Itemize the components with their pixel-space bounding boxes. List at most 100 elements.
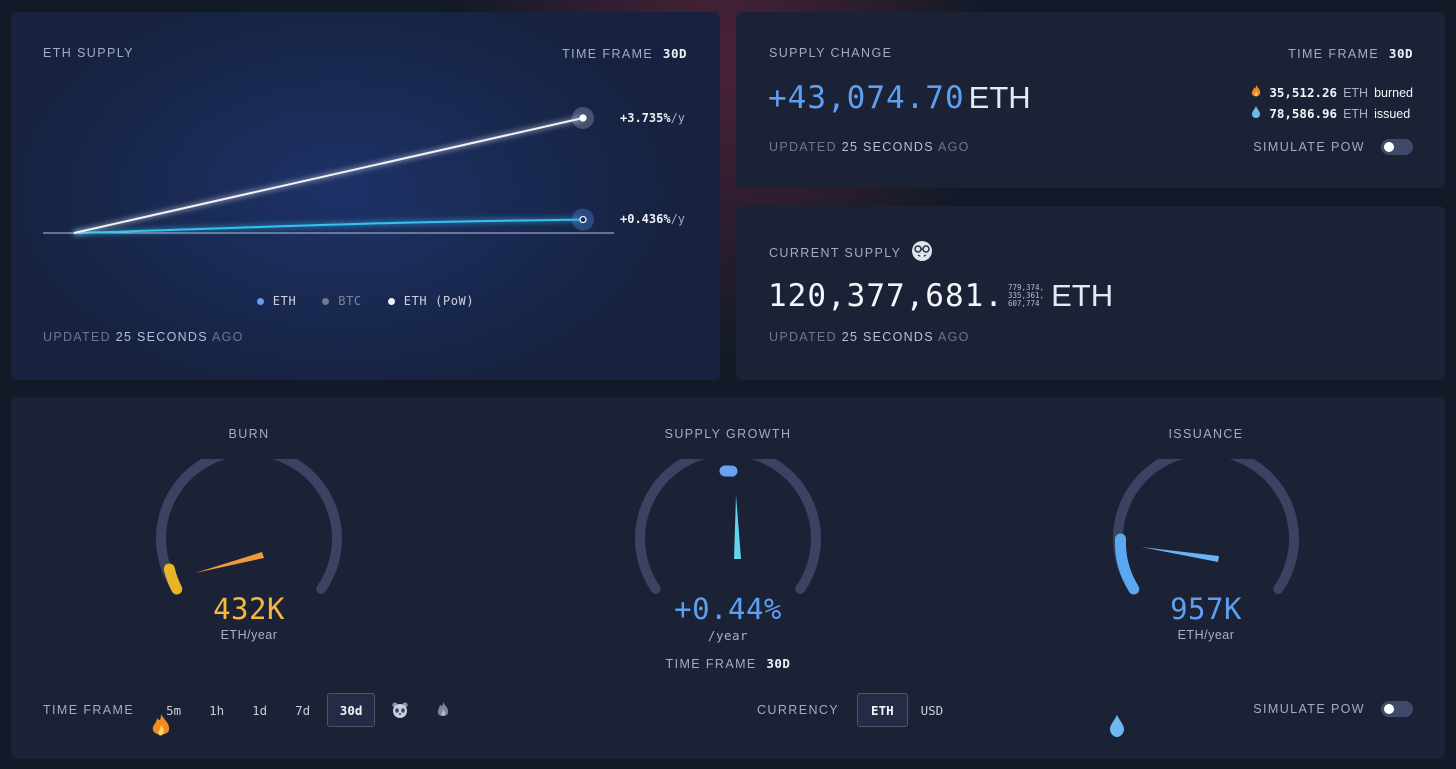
currency-usd-button[interactable]: USD — [920, 702, 944, 718]
chart-timeframe-label: TIME FRAME — [562, 47, 654, 61]
legend-dot-eth — [256, 297, 264, 305]
current-supply-value: 120,377,681. 779,374, 335,361, 607,774 E… — [768, 278, 1113, 314]
supply-change-updated-suffix: AGO — [937, 140, 970, 154]
chart-updated-value: 25 SECONDS — [115, 330, 208, 344]
simulate-pow-label: SIMULATE PoW — [1253, 140, 1365, 154]
supply-growth-gauge-value: +0.44% — [674, 592, 782, 626]
currency-selector-label: CURRENCY — [757, 703, 840, 717]
supply-growth-gauge-dial — [635, 459, 821, 594]
chart-title: ETH SUPPLY — [43, 46, 134, 60]
current-supply-unit: ETH — [1051, 278, 1114, 313]
supply-change-timeframe-value: 30d — [1388, 46, 1413, 61]
timeframe-30d-button[interactable]: 30d — [327, 693, 376, 727]
legend-label-eth: ETH — [272, 294, 297, 308]
nerd-face-icon — [911, 240, 933, 265]
supply-growth-timeframe[interactable]: TIME FRAME 30d — [578, 656, 878, 671]
legend-label-eth-pow: ETH (PoW) — [403, 294, 475, 308]
supply-growth-gauge-title: SUPPLY GROWTH — [664, 427, 792, 441]
simulate-pow-row: SIMULATE PoW — [1253, 139, 1413, 155]
supply-change-amount: +43,074.70 — [768, 80, 965, 116]
panda-icon — [391, 702, 408, 718]
issued-word: issued — [1374, 106, 1411, 121]
issuance-gauge-unit: ETH/year — [1177, 628, 1235, 642]
timeframe-7d-button[interactable]: 7d — [295, 702, 311, 718]
pow-rate-value: +3.735% — [620, 111, 671, 125]
burn-gauge-dial — [156, 459, 342, 595]
issued-row: 78,586.96 ETH issued — [1249, 103, 1413, 124]
burned-word: burned — [1374, 85, 1413, 100]
fraction-line-2: 335,361, — [1007, 291, 1045, 300]
timeframe-selector: TIME FRAME 5m 1h 1d 7d 30d — [43, 693, 464, 727]
supply-change-timeframe[interactable]: TIME FRAME 30d — [1288, 46, 1413, 61]
gauges-simulate-pow-toggle[interactable] — [1381, 701, 1413, 717]
legend-item-eth[interactable]: ETH — [256, 294, 297, 308]
pow-rate-unit: /y — [670, 111, 686, 125]
timeframe-burn-button[interactable] — [421, 693, 464, 727]
chart-updated: UPDATED 25 SECONDS AGO — [43, 330, 244, 344]
pow-rate-label: +3.735%/y — [620, 111, 685, 125]
supply-change-title: SUPPLY CHANGE — [769, 46, 893, 60]
issuance-gauge-dial — [1113, 459, 1299, 595]
chart-timeframe-value: 30d — [662, 46, 687, 61]
burned-row: 35,512.26 ETH burned — [1249, 82, 1413, 103]
eth-supply-chart — [43, 107, 614, 234]
issued-value: 78,586.96 — [1269, 106, 1338, 121]
supply-change-card: SUPPLY CHANGE TIME FRAME 30d +43,074.70 E… — [736, 12, 1445, 188]
chart-legend: ETH BTC ETH (PoW) — [11, 294, 720, 308]
currency-selector: CURRENCY ETH USD — [757, 693, 956, 727]
supply-change-timeframe-label: TIME FRAME — [1288, 47, 1380, 61]
simulate-pow-toggle[interactable] — [1381, 139, 1413, 155]
chart-updated-prefix: UPDATED — [43, 330, 111, 344]
legend-label-btc: BTC — [338, 294, 362, 308]
currency-eth-button[interactable]: ETH — [857, 693, 908, 727]
gauges-simulate-pow-row: SIMULATE PoW — [1253, 701, 1413, 717]
supply-growth-timeframe-label: TIME FRAME — [665, 657, 757, 671]
current-supply-fraction: 779,374, 335,361, 607,774 — [1008, 284, 1044, 308]
timeframe-1h-button[interactable]: 1h — [209, 702, 225, 718]
current-supply-title: CURRENT SUPPLY — [769, 245, 902, 260]
legend-dot-eth-pow — [387, 297, 395, 305]
supply-change-value: +43,074.70 ETH — [768, 80, 1031, 116]
gauges-card: BURN 432K ETH/year SUPPLY GROWTH +0.44% … — [11, 397, 1445, 759]
series-line-eth — [73, 218, 584, 234]
supply-growth-gauge-unit: /year — [707, 628, 749, 643]
gauges-simulate-pow-label: SIMULATE PoW — [1253, 702, 1365, 716]
eth-rate-value: +0.436% — [620, 212, 671, 226]
timeframe-1d-button[interactable]: 1d — [252, 702, 268, 718]
burn-gauge-unit: ETH/year — [220, 628, 278, 642]
current-supply-updated-prefix: UPDATED — [769, 330, 837, 344]
legend-item-btc[interactable]: BTC — [322, 294, 361, 308]
supply-change-updated: UPDATED 25 SECONDS AGO — [769, 140, 970, 154]
timeframe-merge-button[interactable] — [378, 693, 421, 727]
current-supply-card: CURRENT SUPPLY 120,377,681. 779,374, 335… — [736, 206, 1445, 380]
current-supply-title-row: CURRENT SUPPLY — [769, 240, 933, 265]
current-supply-updated-suffix: AGO — [937, 330, 970, 344]
burn-gauge-title: BURN — [228, 427, 270, 441]
supply-growth-timeframe-value: 30d — [766, 656, 791, 671]
series-line-eth-pow — [73, 117, 584, 234]
timeframe-5m-button[interactable]: 5m — [166, 702, 182, 718]
burned-value: 35,512.26 — [1269, 85, 1338, 100]
burn-issue-summary: 35,512.26 ETH burned 78,586.96 ETH issue… — [1249, 82, 1413, 124]
toggle-knob — [1384, 704, 1394, 714]
timeframe-selector-label: TIME FRAME — [43, 703, 135, 717]
fraction-line-3: 607,774 — [1007, 299, 1040, 308]
flame-icon — [437, 702, 448, 716]
current-supply-main: 120,377,681. — [768, 278, 1004, 314]
issuance-gauge-title: ISSUANCE — [1168, 427, 1244, 441]
issued-unit: ETH — [1343, 106, 1369, 121]
series-end-point[interactable] — [579, 215, 587, 224]
current-supply-updated-value: 25 SECONDS — [841, 330, 934, 344]
toggle-knob — [1384, 142, 1394, 152]
legend-dot-btc — [322, 297, 330, 305]
eth-rate-unit: /y — [670, 212, 686, 226]
legend-item-eth-pow[interactable]: ETH (PoW) — [387, 294, 475, 308]
fraction-line-1: 779,374, — [1007, 283, 1045, 292]
supply-change-updated-prefix: UPDATED — [769, 140, 837, 154]
burned-unit: ETH — [1343, 85, 1369, 100]
series-end-point[interactable] — [579, 114, 587, 122]
supply-change-unit: ETH — [968, 80, 1031, 115]
burn-gauge-value: 432K — [213, 592, 285, 626]
chart-timeframe[interactable]: TIME FRAME 30d — [562, 46, 687, 61]
supply-change-updated-value: 25 SECONDS — [841, 140, 934, 154]
